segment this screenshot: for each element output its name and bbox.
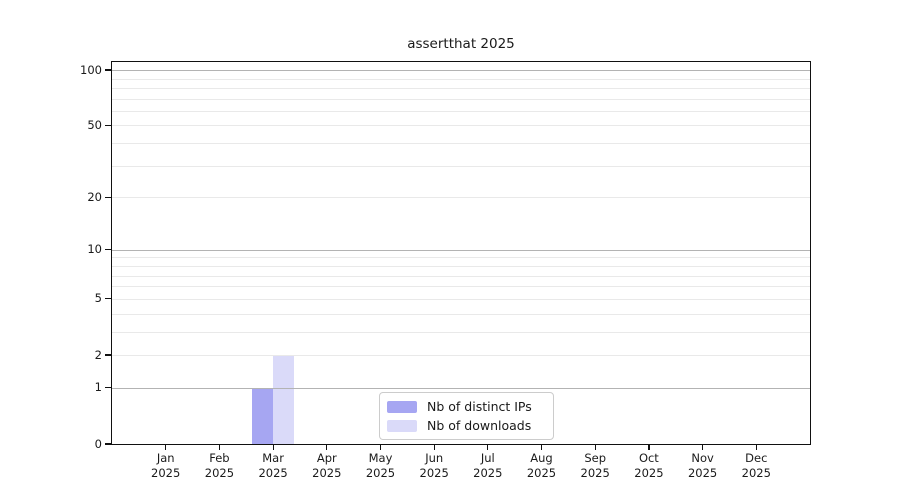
legend-label-distinct-ips: Nb of distinct IPs [427, 399, 532, 414]
x-tick-mark [540, 444, 543, 450]
y-tick-mark [105, 124, 112, 127]
y-tick-label: 10 [87, 242, 102, 257]
x-tick-label: Feb 2025 [204, 451, 235, 480]
gridline-minor [112, 298, 810, 300]
legend-entry-distinct-ips: Nb of distinct IPs [387, 397, 546, 416]
x-tick-mark [594, 444, 596, 450]
x-tick-mark [487, 444, 489, 450]
x-tick-mark [702, 444, 704, 450]
x-tick-mark [218, 444, 221, 450]
x-tick-mark [648, 444, 650, 450]
y-tick-label: 50 [87, 117, 102, 132]
bar-nb-of-distinct-ips [252, 387, 274, 444]
gridline-minor [112, 331, 810, 333]
x-tick-mark [326, 444, 328, 450]
gridline-minor [112, 165, 810, 167]
y-tick-mark [105, 298, 112, 300]
y-tick-mark [105, 69, 112, 71]
gridline-minor [112, 87, 810, 89]
x-tick-label: Apr 2025 [312, 451, 342, 480]
y-tick-mark [105, 196, 112, 198]
legend-entry-downloads: Nb of downloads [387, 416, 546, 435]
x-tick-label: Oct 2025 [634, 451, 664, 480]
y-tick-label: 2 [94, 347, 102, 362]
x-tick-label: Dec 2025 [741, 451, 771, 480]
y-tick-mark [105, 443, 112, 445]
x-tick-label: Jun 2025 [419, 451, 449, 480]
legend-swatch-distinct-ips [387, 400, 417, 413]
x-tick-mark [165, 444, 167, 450]
gridline-minor [112, 125, 810, 127]
x-tick-mark [755, 444, 757, 450]
chart-title: assertthat 2025 [407, 36, 515, 52]
x-tick-mark [379, 444, 382, 450]
x-tick-label: Jan 2025 [151, 451, 181, 480]
gridline-minor [112, 110, 810, 112]
legend-swatch-downloads [387, 419, 417, 432]
y-tick-label: 20 [87, 189, 102, 204]
legend-label-downloads: Nb of downloads [427, 418, 532, 433]
y-tick-mark [105, 387, 112, 389]
y-tick-label: 1 [94, 380, 102, 395]
gridline-minor [112, 78, 810, 80]
x-tick-mark [272, 444, 274, 450]
gridline-minor [112, 275, 810, 277]
y-tick-mark [105, 354, 112, 356]
y-tick-label: 5 [94, 291, 102, 306]
x-tick-label: Nov 2025 [687, 451, 718, 480]
x-tick-label: Aug 2025 [526, 451, 557, 480]
plot-area [111, 61, 811, 445]
x-tick-label: Sep 2025 [580, 451, 610, 480]
y-tick-label: 0 [94, 436, 102, 451]
gridline-minor [112, 355, 810, 356]
gridline-minor [112, 143, 810, 145]
x-tick-label: Jul 2025 [473, 451, 503, 480]
x-tick-label: Mar 2025 [258, 451, 288, 480]
legend: Nb of distinct IPs Nb of downloads [379, 392, 554, 440]
x-tick-label: May 2025 [365, 451, 396, 480]
x-tick-mark [433, 444, 435, 450]
gridline-minor [112, 265, 810, 267]
gridline-minor [112, 197, 810, 199]
gridline-minor [112, 98, 810, 100]
y-tick-label: 100 [80, 62, 102, 77]
y-tick-mark [105, 249, 112, 251]
gridline-major [112, 70, 810, 71]
gridline-minor [112, 313, 810, 315]
bar-nb-of-downloads [273, 355, 295, 444]
gridline-major [112, 249, 810, 251]
gridline-minor [112, 286, 810, 288]
gridline-major [112, 387, 810, 389]
gridline-minor [112, 257, 810, 259]
